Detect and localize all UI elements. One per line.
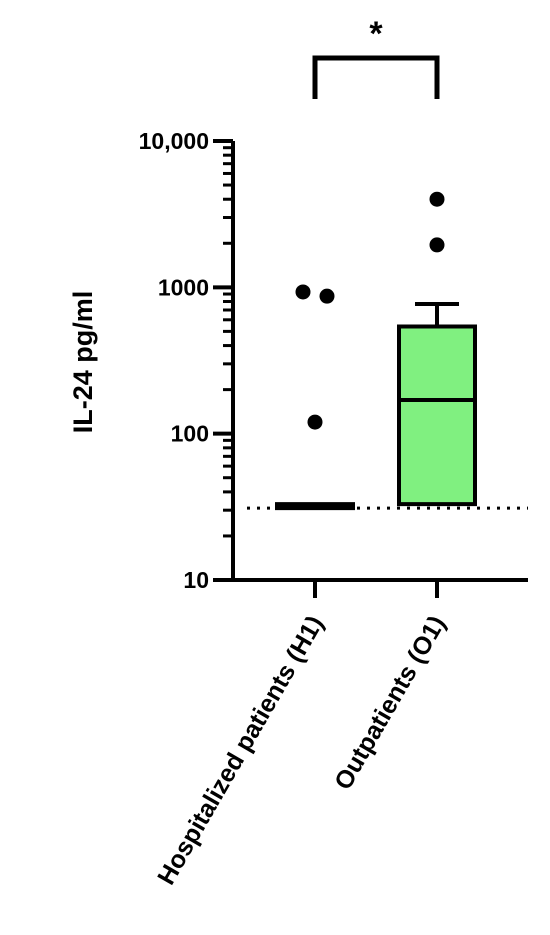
boxes-group — [275, 301, 477, 511]
y-axis-title: IL-24 pg/ml — [68, 291, 98, 434]
significance-label: * — [369, 15, 383, 53]
x-category-label: Outpatients (O1) — [329, 611, 451, 795]
box-rect — [275, 502, 355, 511]
outlier-point — [429, 191, 445, 207]
y-tick-label: 1000 — [158, 274, 209, 300]
outlier-point — [307, 414, 323, 430]
box-rect — [397, 324, 477, 507]
significance-bracket-line — [312, 55, 440, 99]
outlier-point — [319, 288, 335, 304]
outlier-point — [429, 237, 445, 253]
outlier-point — [295, 284, 311, 300]
y-tick-label: 100 — [171, 421, 209, 447]
y-tick-label: 10,000 — [139, 128, 209, 154]
outlier-points-group — [295, 191, 445, 430]
significance-bracket: * — [312, 15, 440, 99]
y-tick-label: 10 — [183, 567, 209, 593]
x-category-label: Hospitalized patients (H1) — [152, 611, 329, 890]
